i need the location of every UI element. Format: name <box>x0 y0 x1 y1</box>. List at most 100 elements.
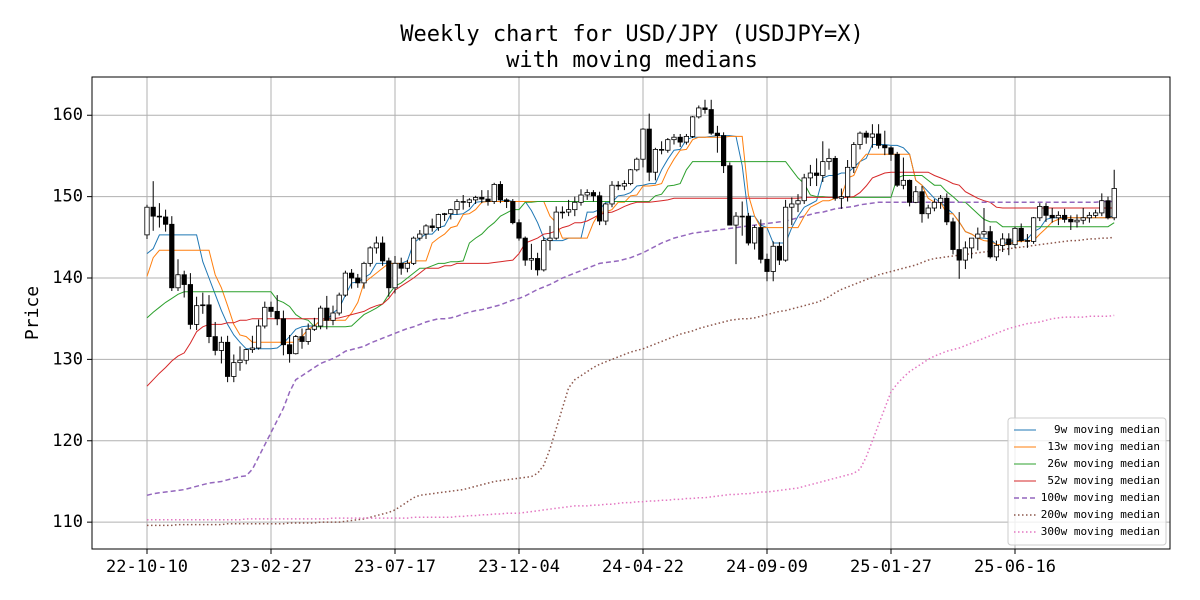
candle-body <box>553 211 559 239</box>
candle-body <box>169 223 175 289</box>
candle-body <box>857 132 863 145</box>
candle-body <box>714 132 721 136</box>
moving-median-line <box>146 200 1115 497</box>
candle-body <box>659 149 665 151</box>
moving-median-line <box>146 161 1115 328</box>
legend-label: 300w moving median <box>1041 525 1160 538</box>
candle-body <box>348 272 355 279</box>
candle-body <box>417 233 423 239</box>
candle-body <box>1111 188 1117 219</box>
x-tick-label: 24-09-09 <box>726 557 808 577</box>
candle-body <box>981 231 987 235</box>
candle-body <box>187 284 193 325</box>
x-tick-label: 25-01-27 <box>850 557 932 577</box>
candle-body <box>925 207 931 215</box>
candle-body <box>938 197 944 203</box>
candle-body <box>144 206 150 236</box>
candle-body <box>460 201 466 203</box>
candle-body <box>609 184 615 205</box>
legend-label: 52w moving median <box>1047 474 1160 487</box>
x-tick-label: 23-02-27 <box>230 557 312 577</box>
candle-body <box>931 201 938 209</box>
candle-body <box>1006 238 1012 246</box>
candle-body <box>497 184 504 201</box>
candle-body <box>646 128 652 173</box>
candle-body <box>224 341 231 377</box>
candle-body <box>752 227 758 244</box>
candle-body <box>683 136 690 143</box>
candle-body <box>1024 240 1030 242</box>
candle-body <box>361 262 367 284</box>
candle-body <box>770 245 776 272</box>
candle-body <box>628 169 634 185</box>
y-tick-label: 130 <box>52 349 83 369</box>
candle-body <box>876 133 882 146</box>
candle-body <box>826 157 832 163</box>
candle-body <box>640 128 646 160</box>
candle-body <box>479 197 485 200</box>
candle-body <box>894 153 900 186</box>
candle-body <box>423 225 429 235</box>
candle-body <box>907 179 913 203</box>
candle-body <box>218 341 224 351</box>
candle-body <box>727 165 733 226</box>
candle-body <box>299 336 305 342</box>
candle-body <box>286 344 293 355</box>
candle-body <box>993 245 1000 258</box>
x-tick-label: 25-06-16 <box>974 557 1056 577</box>
candle-body <box>466 199 473 203</box>
candle-body <box>243 349 249 361</box>
legend-label: 100w moving median <box>1041 491 1160 504</box>
candle-body <box>367 247 373 264</box>
candle-body <box>764 258 770 272</box>
chart-subtitle: with moving medians <box>506 48 758 73</box>
candle-body <box>814 172 820 176</box>
candle-body <box>776 245 783 261</box>
candle-body <box>801 177 807 202</box>
y-tick-label: 150 <box>52 187 83 207</box>
candle-body <box>721 135 727 167</box>
candle-body <box>1093 212 1099 216</box>
candle-body <box>535 258 541 271</box>
candle-body <box>516 222 522 239</box>
candle-body <box>503 199 510 202</box>
candle-body <box>559 211 566 214</box>
candle-body <box>1074 219 1080 223</box>
candle-body <box>1018 227 1024 241</box>
candle-body <box>342 272 349 296</box>
x-tick-label: 22-10-10 <box>106 557 188 577</box>
candle-body <box>615 184 621 187</box>
candle-body <box>485 198 491 202</box>
moving-median-line <box>146 171 1115 387</box>
candle-body <box>255 325 262 349</box>
candle-body <box>888 147 894 155</box>
grid <box>92 77 1170 549</box>
candle-body <box>249 347 255 351</box>
y-axis-label: Price <box>22 286 43 340</box>
candle-body <box>584 192 590 196</box>
candle-body <box>900 179 907 186</box>
candle-body <box>1055 214 1061 219</box>
candle-body <box>578 194 584 203</box>
candle-body <box>603 203 609 222</box>
candle-body <box>404 262 411 269</box>
legend-label: 13w moving median <box>1047 440 1160 453</box>
candle-body <box>528 258 535 261</box>
candle-body <box>200 304 206 307</box>
candle-body <box>435 214 442 228</box>
candle-body <box>1031 217 1037 242</box>
candle-body <box>293 336 299 355</box>
candle-body <box>262 306 268 327</box>
candle-body <box>317 307 324 327</box>
candle-body <box>379 242 386 262</box>
legend-label: 200w moving median <box>1041 508 1160 521</box>
candle-body <box>845 166 851 198</box>
candle-body <box>783 206 789 261</box>
chart-title: Weekly chart for USD/JPY (USDJPY=X) <box>400 22 864 47</box>
candle-body <box>962 247 969 261</box>
candle-body <box>547 237 553 241</box>
candle-body <box>162 216 169 225</box>
candle-body <box>758 227 764 260</box>
candle-body <box>789 203 795 208</box>
candle-body <box>454 201 460 211</box>
